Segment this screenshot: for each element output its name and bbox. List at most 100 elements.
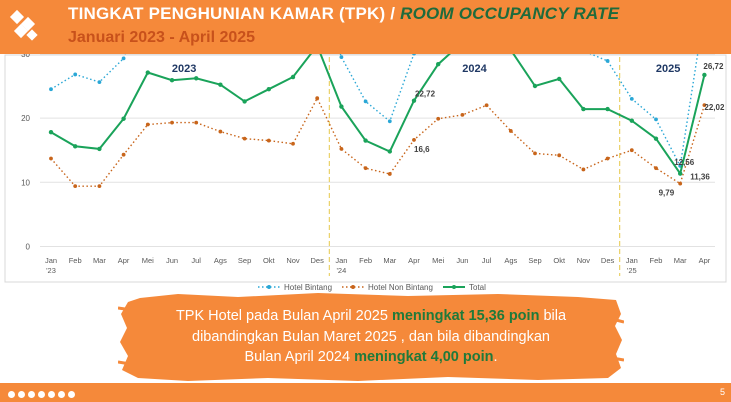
x-tick-label: Mar <box>383 256 396 265</box>
data-label: 22,02 <box>704 103 725 112</box>
x-tick-year: '24 <box>337 266 347 275</box>
point-total <box>97 146 102 152</box>
y-tick-label: 10 <box>21 178 30 187</box>
point-hotel-non-bintang <box>605 156 610 161</box>
legend-marker-hotel-non-bintang <box>351 285 355 289</box>
x-tick-label: Ags <box>504 256 517 265</box>
point-hotel-non-bintang <box>678 181 683 186</box>
page-title: TINGKAT PENGHUNIAN KAMAR (TPK) / ROOM OC… <box>68 4 619 24</box>
x-tick-label: Okt <box>553 256 566 265</box>
point-hotel-non-bintang <box>218 129 223 134</box>
data-label: 12,56 <box>674 158 695 167</box>
point-total <box>48 130 54 135</box>
point-hotel-non-bintang <box>654 166 658 171</box>
x-tick-label: Okt <box>263 256 276 265</box>
point-hotel-non-bintang <box>73 184 78 189</box>
point-total <box>194 76 199 81</box>
page-subtitle: Januari 2023 - April 2025 <box>68 29 256 46</box>
point-hotel-bintang <box>49 87 53 92</box>
data-label: 26,72 <box>703 62 724 71</box>
point-hotel-non-bintang <box>508 129 513 133</box>
x-tick-label: Ags <box>214 256 227 265</box>
point-total <box>532 83 538 89</box>
point-hotel-bintang <box>629 96 634 101</box>
point-hotel-non-bintang <box>436 116 441 121</box>
point-total <box>629 118 634 123</box>
point-hotel-non-bintang <box>97 184 102 189</box>
x-tick-label: Feb <box>650 256 663 265</box>
year-label: 2024 <box>462 63 487 75</box>
callout-text: TPK Hotel pada Bulan April 2025 meningka… <box>118 306 624 368</box>
x-tick-label: Jan <box>45 256 57 265</box>
point-total <box>290 74 296 80</box>
point-hotel-non-bintang <box>363 166 368 171</box>
y-tick-label: 0 <box>26 243 31 252</box>
point-total <box>411 98 417 103</box>
point-total <box>557 76 562 82</box>
x-tick-year: '23 <box>46 266 56 275</box>
x-tick-label: Jan <box>335 256 347 265</box>
point-total <box>387 149 392 154</box>
callout-line-2: dibandingkan Bulan Maret 2025 , dan bila… <box>192 328 550 345</box>
bps-logo-icon <box>9 9 38 41</box>
point-hotel-non-bintang <box>145 122 150 127</box>
point-hotel-non-bintang <box>194 120 199 125</box>
legend-marker-hotel-bintang <box>267 285 271 289</box>
year-label: 2023 <box>172 63 196 75</box>
point-total <box>266 87 271 92</box>
y-tick-label: 30 <box>21 54 30 59</box>
x-tick-label: Jun <box>166 256 178 265</box>
year-label: 2025 <box>656 63 680 75</box>
x-tick-label: Nov <box>286 256 300 265</box>
footer-dot <box>28 391 35 398</box>
x-tick-label: Sep <box>238 256 251 265</box>
x-tick-label: Feb <box>359 256 372 265</box>
x-tick-label: Mei <box>432 256 444 265</box>
point-total <box>605 106 610 112</box>
data-label: 9,79 <box>659 189 675 198</box>
page-number: 5 <box>719 387 725 397</box>
footer-dot <box>38 391 45 398</box>
point-hotel-non-bintang <box>533 151 537 156</box>
point-hotel-non-bintang <box>49 156 53 161</box>
title-english: ROOM OCCUPANCY RATE <box>400 4 620 23</box>
point-hotel-bintang <box>73 72 78 77</box>
point-hotel-non-bintang <box>460 112 465 117</box>
point-hotel-non-bintang <box>315 96 320 101</box>
point-total <box>678 171 683 176</box>
x-tick-label: Des <box>311 256 325 265</box>
point-total <box>145 70 150 75</box>
data-label: 11,36 <box>690 173 710 182</box>
point-hotel-non-bintang <box>387 172 392 176</box>
x-tick-label: Apr <box>699 256 711 265</box>
callout-line-3: Bulan April 2024 meningkat 4,00 poin. <box>244 349 498 365</box>
x-tick-label: Jul <box>191 256 201 265</box>
x-tick-year: '25 <box>627 266 637 275</box>
point-total <box>436 61 441 67</box>
legend-label-total: Total <box>469 283 486 292</box>
point-total <box>242 99 247 104</box>
x-tick-label: Mar <box>674 256 687 265</box>
x-tick-label: Mei <box>142 256 154 265</box>
point-hotel-non-bintang <box>339 147 344 151</box>
point-hotel-non-bintang <box>412 138 416 142</box>
footer-dot <box>58 391 65 398</box>
point-hotel-bintang <box>654 117 658 122</box>
point-total <box>653 136 659 141</box>
point-hotel-bintang <box>97 80 102 85</box>
point-hotel-non-bintang <box>484 103 489 108</box>
highlight-increase-march: meningkat 15,36 poin <box>391 308 540 324</box>
point-total <box>169 78 175 83</box>
occupancy-line-chart: 01020304050202320242025Jan'23FebMarAprMe… <box>4 54 727 292</box>
footer-bar <box>0 383 731 402</box>
y-tick-label: 20 <box>21 114 30 123</box>
x-tick-label: Mar <box>93 256 106 265</box>
point-total <box>702 72 707 78</box>
point-hotel-bintang <box>387 119 392 124</box>
point-hotel-non-bintang <box>121 152 126 157</box>
x-tick-label: Nov <box>577 256 591 265</box>
point-hotel-non-bintang <box>242 136 247 141</box>
x-tick-label: Jun <box>456 256 468 265</box>
point-hotel-non-bintang <box>629 148 634 153</box>
plot-frame <box>4 54 727 283</box>
